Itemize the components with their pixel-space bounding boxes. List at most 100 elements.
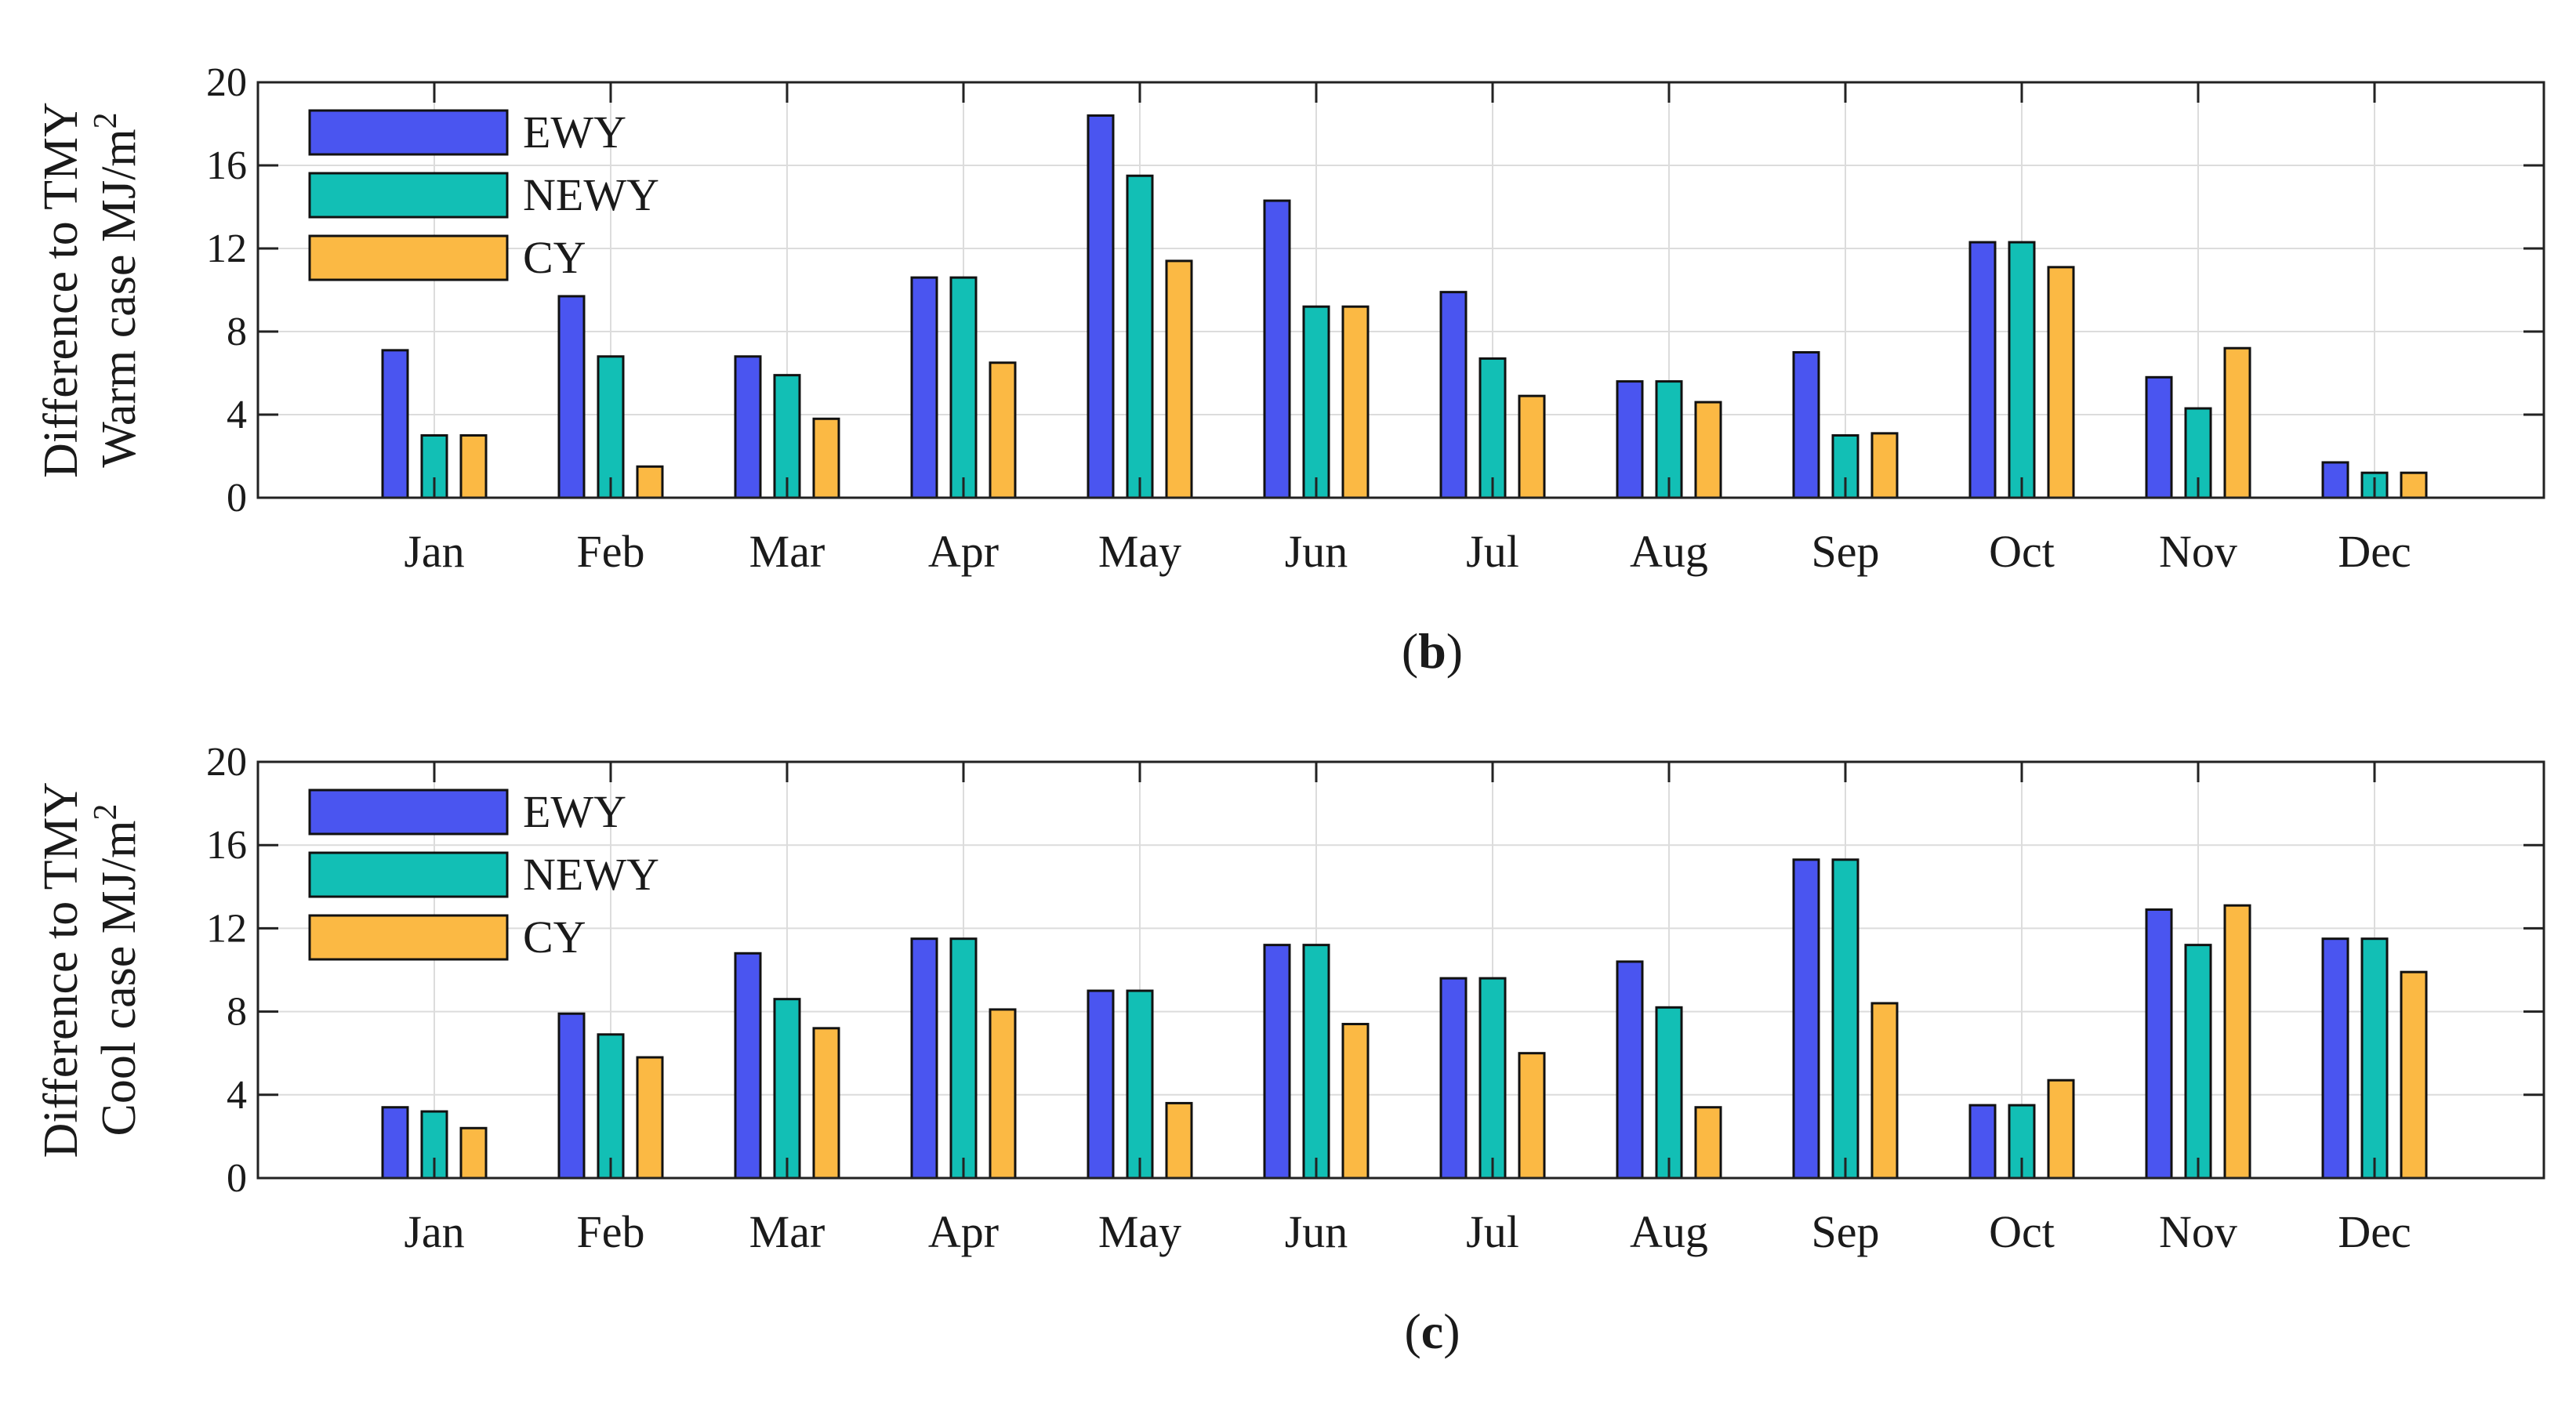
bar-ewy-aug	[1616, 960, 1644, 1180]
x-tick-label-aug: Aug	[1630, 526, 1708, 577]
bar-newy-may	[1126, 174, 1154, 499]
y-tick-label: 4	[227, 1073, 247, 1118]
y-axis-label-line1: Difference to TMY	[34, 782, 88, 1158]
bar-ewy-feb	[557, 295, 586, 499]
panel-label: (c)	[1404, 1303, 1460, 1359]
bar-ewy-oct	[1968, 241, 1997, 499]
bar-newy-oct	[2008, 241, 2036, 499]
bar-cy-feb	[636, 1056, 664, 1180]
x-tick-label-dec: Dec	[2338, 526, 2411, 577]
bar-ewy-apr	[910, 276, 938, 499]
bar-newy-nov	[2184, 944, 2212, 1180]
legend-swatch-newy	[308, 172, 509, 219]
bar-ewy-may	[1087, 114, 1115, 499]
x-tick-label-jun: Jun	[1285, 526, 1348, 577]
legend-swatch-cy	[308, 914, 509, 961]
y-tick-label: 8	[227, 310, 247, 354]
bar-ewy-nov	[2145, 375, 2173, 499]
x-tick-label-aug: Aug	[1630, 1206, 1708, 1257]
x-tick-label-apr: Apr	[928, 526, 999, 577]
bar-ewy-jun	[1263, 944, 1291, 1180]
bar-newy-apr	[949, 276, 978, 499]
legend-label-ewy: EWY	[523, 107, 626, 158]
bar-cy-may	[1165, 259, 1193, 499]
legend-label-newy: NEWY	[523, 849, 659, 900]
bar-cy-dec	[2400, 471, 2428, 499]
y-tick-label: 16	[206, 823, 247, 868]
bar-newy-aug	[1655, 1006, 1683, 1180]
bar-newy-jun	[1302, 944, 1330, 1180]
bar-cy-jul	[1518, 394, 1546, 499]
bar-cy-jun	[1341, 305, 1370, 499]
y-tick-label: 4	[227, 393, 247, 437]
bar-ewy-jul	[1439, 977, 1468, 1180]
bar-newy-jul	[1478, 357, 1507, 499]
bar-ewy-jan	[381, 349, 409, 499]
bar-cy-feb	[636, 465, 664, 499]
x-tick-label-jan: Jan	[404, 1206, 464, 1257]
bar-ewy-mar	[734, 952, 762, 1180]
x-tick-label-may: May	[1098, 1206, 1181, 1257]
legend-swatch-ewy	[308, 789, 509, 836]
x-tick-label-mar: Mar	[749, 1206, 825, 1257]
bar-cy-aug	[1694, 1106, 1722, 1180]
bar-ewy-sep	[1792, 351, 1820, 499]
bar-cy-nov	[2223, 346, 2251, 499]
bar-ewy-jun	[1263, 199, 1291, 499]
legend-swatch-ewy	[308, 109, 509, 156]
bar-cy-jan	[459, 434, 488, 499]
x-tick-label-nov: Nov	[2159, 526, 2237, 577]
y-tick-label: 12	[206, 906, 247, 951]
bar-newy-feb	[597, 355, 625, 499]
bar-newy-jun	[1302, 305, 1330, 499]
legend-label-ewy: EWY	[523, 786, 626, 837]
legend-swatch-cy	[308, 234, 509, 281]
bar-ewy-jan	[381, 1106, 409, 1180]
bar-ewy-apr	[910, 937, 938, 1180]
x-tick-label-feb: Feb	[577, 526, 645, 577]
bar-cy-oct	[2047, 1079, 2075, 1180]
legend-label-cy: CY	[523, 232, 586, 283]
bar-cy-apr	[989, 1008, 1017, 1180]
x-tick-label-nov: Nov	[2159, 1206, 2237, 1257]
y-tick-label: 12	[206, 227, 247, 271]
bar-cy-mar	[812, 417, 840, 499]
bar-cy-apr	[989, 361, 1017, 499]
legend-label-cy: CY	[523, 912, 586, 963]
x-tick-label-oct: Oct	[1989, 1206, 2055, 1257]
bar-ewy-aug	[1616, 380, 1644, 499]
bar-cy-may	[1165, 1101, 1193, 1180]
bar-cy-oct	[2047, 266, 2075, 499]
bar-newy-sep	[1831, 858, 1859, 1180]
bar-ewy-jul	[1439, 291, 1468, 499]
x-tick-label-sep: Sep	[1812, 526, 1880, 577]
bar-newy-may	[1126, 989, 1154, 1180]
x-tick-label-dec: Dec	[2338, 1206, 2411, 1257]
bar-ewy-mar	[734, 355, 762, 499]
y-axis-label-line2: Cool case MJ/m2	[88, 804, 146, 1137]
bar-cy-jun	[1341, 1023, 1370, 1180]
y-axis-label-line1: Difference to TMY	[34, 102, 88, 478]
legend-label-newy: NEWY	[523, 169, 659, 220]
x-tick-label-apr: Apr	[928, 1206, 999, 1257]
x-tick-label-jan: Jan	[404, 526, 464, 577]
bar-cy-jan	[459, 1126, 488, 1180]
bar-cy-mar	[812, 1027, 840, 1180]
x-tick-label-sep: Sep	[1812, 1206, 1880, 1257]
bar-ewy-feb	[557, 1012, 586, 1180]
x-tick-label-jul: Jul	[1466, 526, 1519, 577]
x-tick-label-mar: Mar	[749, 526, 825, 577]
x-tick-label-oct: Oct	[1989, 526, 2055, 577]
x-tick-label-jul: Jul	[1466, 1206, 1519, 1257]
y-tick-label: 20	[206, 740, 247, 785]
y-tick-label: 16	[206, 143, 247, 188]
bar-ewy-may	[1087, 989, 1115, 1180]
y-tick-label: 0	[227, 1156, 247, 1201]
bar-cy-jul	[1518, 1052, 1546, 1180]
bar-ewy-dec	[2321, 461, 2349, 499]
x-tick-label-feb: Feb	[577, 1206, 645, 1257]
axes-frame	[256, 81, 2545, 499]
bar-cy-dec	[2400, 970, 2428, 1180]
bar-newy-dec	[2360, 937, 2389, 1180]
